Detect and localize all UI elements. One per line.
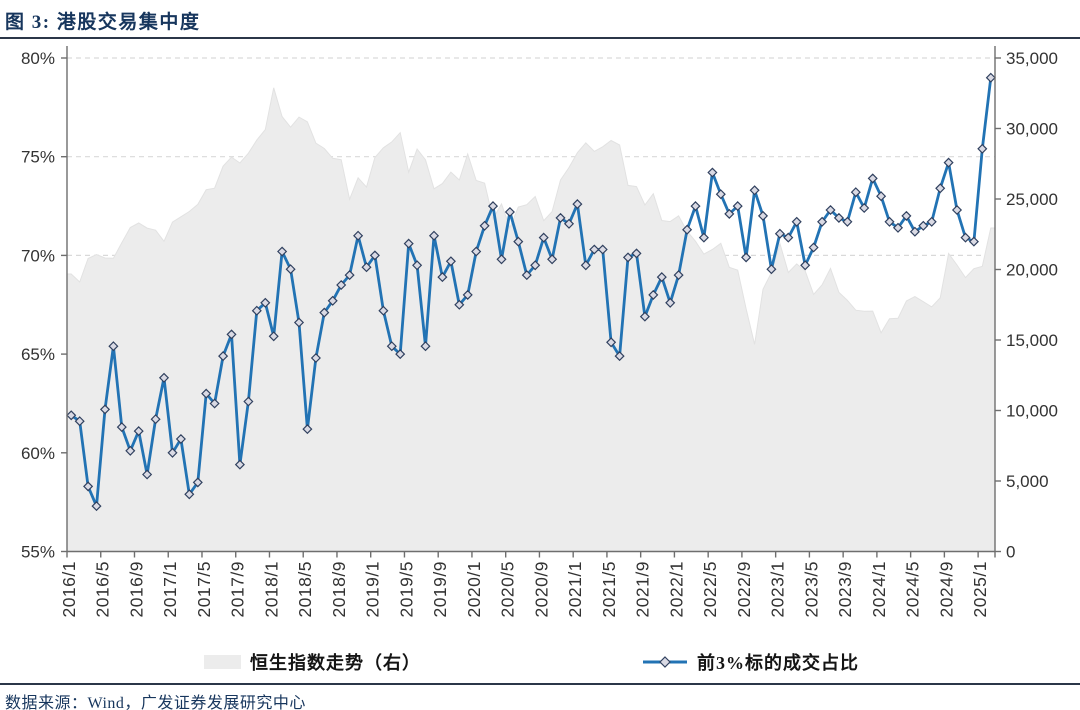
svg-text:0: 0 bbox=[1006, 543, 1015, 562]
svg-text:2020/9: 2020/9 bbox=[531, 561, 551, 618]
svg-text:2017/1: 2017/1 bbox=[160, 561, 180, 618]
svg-text:2019/5: 2019/5 bbox=[396, 561, 416, 618]
svg-text:2024/5: 2024/5 bbox=[903, 561, 923, 618]
svg-text:2023/9: 2023/9 bbox=[835, 561, 855, 618]
data-source: 数据来源：Wind，广发证券发展研究中心 bbox=[5, 695, 306, 710]
svg-text:2021/1: 2021/1 bbox=[565, 561, 585, 618]
legend-label-concentration: 前3%标的成交占比 bbox=[697, 653, 859, 673]
svg-text:35,000: 35,000 bbox=[1006, 49, 1058, 68]
svg-text:70%: 70% bbox=[21, 246, 55, 265]
svg-text:30,000: 30,000 bbox=[1006, 120, 1058, 139]
svg-text:2022/1: 2022/1 bbox=[666, 561, 686, 618]
svg-text:20,000: 20,000 bbox=[1006, 261, 1058, 280]
chart-legend: 恒生指数走势（右） 前3%标的成交占比 bbox=[0, 647, 1080, 675]
svg-text:2024/9: 2024/9 bbox=[936, 561, 956, 618]
line-diamond-marker-icon bbox=[643, 656, 687, 668]
svg-text:10,000: 10,000 bbox=[1006, 402, 1058, 421]
svg-text:5,000: 5,000 bbox=[1006, 472, 1049, 491]
svg-text:2022/5: 2022/5 bbox=[700, 561, 720, 618]
svg-text:2016/9: 2016/9 bbox=[126, 561, 146, 618]
svg-text:2023/1: 2023/1 bbox=[768, 561, 788, 618]
svg-text:65%: 65% bbox=[21, 345, 55, 364]
svg-text:2017/9: 2017/9 bbox=[228, 561, 248, 618]
svg-text:2020/1: 2020/1 bbox=[464, 561, 484, 618]
svg-text:2023/5: 2023/5 bbox=[801, 561, 821, 618]
svg-text:2021/9: 2021/9 bbox=[633, 561, 653, 618]
footer-divider bbox=[0, 683, 1080, 685]
svg-text:2019/1: 2019/1 bbox=[363, 561, 383, 618]
legend-item-hsi: 恒生指数走势（右） bbox=[204, 649, 421, 675]
area-swatch-icon bbox=[204, 655, 241, 669]
svg-text:2018/9: 2018/9 bbox=[329, 561, 349, 618]
svg-text:15,000: 15,000 bbox=[1006, 331, 1058, 350]
legend-item-concentration: 前3%标的成交占比 bbox=[642, 649, 859, 675]
svg-text:2016/5: 2016/5 bbox=[93, 561, 113, 618]
title-divider bbox=[0, 37, 1080, 39]
svg-text:25,000: 25,000 bbox=[1006, 190, 1058, 209]
legend-label-hsi: 恒生指数走势（右） bbox=[250, 653, 421, 673]
svg-text:2020/5: 2020/5 bbox=[498, 561, 518, 618]
svg-text:60%: 60% bbox=[21, 444, 55, 463]
svg-text:2016/1: 2016/1 bbox=[59, 561, 79, 618]
svg-text:2017/5: 2017/5 bbox=[194, 561, 214, 618]
svg-text:2025/1: 2025/1 bbox=[970, 561, 990, 618]
svg-text:2018/1: 2018/1 bbox=[261, 561, 281, 618]
svg-text:2019/9: 2019/9 bbox=[430, 561, 450, 618]
svg-text:80%: 80% bbox=[21, 49, 55, 68]
svg-text:2021/5: 2021/5 bbox=[599, 561, 619, 618]
svg-text:2022/9: 2022/9 bbox=[734, 561, 754, 618]
figure-title: 图 3: 港股交易集中度 bbox=[5, 12, 201, 33]
svg-text:2018/5: 2018/5 bbox=[295, 561, 315, 618]
svg-text:2024/1: 2024/1 bbox=[869, 561, 889, 618]
svg-text:75%: 75% bbox=[21, 148, 55, 167]
svg-text:55%: 55% bbox=[21, 543, 55, 562]
